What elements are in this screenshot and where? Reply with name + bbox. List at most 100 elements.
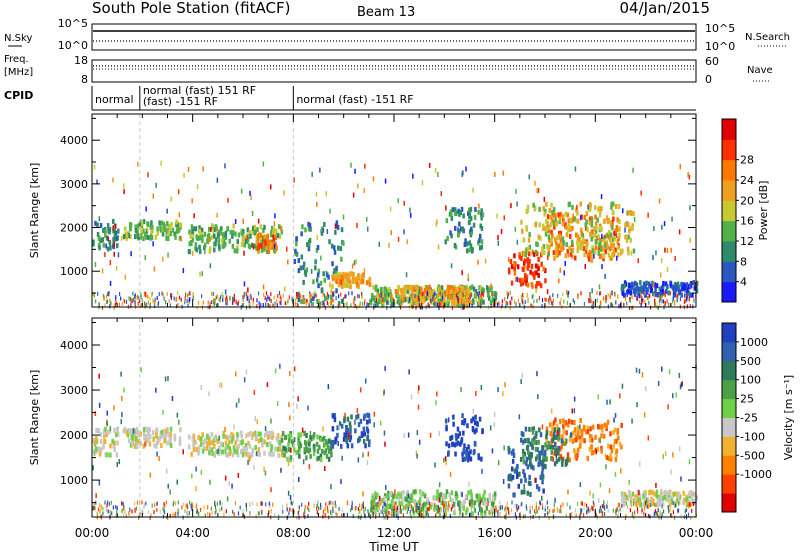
echo-cell (155, 432, 158, 438)
echo-cell (567, 252, 569, 258)
echo-cell (135, 444, 139, 449)
echo-cell (600, 194, 603, 200)
echo-cell (580, 244, 584, 250)
echo-cell (212, 228, 214, 234)
echo-cell (529, 441, 532, 447)
echo-cell (269, 245, 272, 250)
echo-cell (462, 502, 465, 508)
echo-cell (364, 513, 366, 518)
echo-cell (524, 300, 526, 305)
echo-cell (611, 253, 614, 258)
echo-cell (609, 399, 611, 405)
echo-cell (575, 232, 578, 238)
echo-cell (573, 300, 576, 305)
echo-cell (541, 503, 543, 508)
echo-cell (100, 504, 103, 510)
echo-cell (678, 499, 681, 505)
echo-cell (588, 446, 592, 452)
echo-cell (200, 231, 203, 237)
nsearch-tick-top: 10^5 (705, 22, 735, 35)
echo-cell (123, 189, 125, 195)
echo-cell (529, 505, 531, 510)
echo-cell (119, 292, 121, 296)
echo-cell (189, 500, 191, 505)
echo-cell (579, 227, 583, 233)
echo-cell (472, 408, 474, 414)
echo-cell (358, 510, 360, 515)
echo-cell (499, 500, 501, 505)
echo-cell (520, 294, 522, 299)
echo-cell (400, 500, 404, 506)
echo-cell (429, 504, 433, 510)
echo-cell (267, 249, 271, 255)
echo-cell (385, 502, 387, 507)
echo-cell (512, 448, 515, 454)
echo-cell (679, 297, 681, 302)
echo-cell (532, 251, 536, 257)
echo-cell (372, 284, 375, 290)
echo-cell (450, 292, 452, 297)
echo-cell (454, 509, 456, 514)
echo-cell (224, 475, 227, 481)
echo-cell (519, 456, 523, 462)
echo-cell (173, 500, 175, 505)
echo-cell (92, 506, 94, 511)
echo-cell (356, 413, 360, 419)
echo-cell (470, 229, 474, 235)
echo-cell (397, 510, 399, 515)
echo-cell (571, 247, 575, 253)
echo-cell (615, 300, 617, 305)
echo-cell (584, 249, 588, 255)
echo-cell (161, 432, 164, 438)
echo-cell (237, 302, 239, 306)
echo-cell (130, 428, 133, 434)
echo-cell (695, 280, 699, 286)
echo-cell (655, 283, 659, 289)
echo-cell (458, 299, 462, 305)
echo-cell (96, 511, 98, 516)
echo-cell (382, 507, 384, 512)
echo-cell (553, 427, 557, 433)
echo-cell (482, 500, 484, 505)
echo-cell (214, 237, 218, 243)
echo-cell (480, 299, 482, 304)
echo-cell (526, 257, 529, 263)
echo-cell (309, 293, 311, 298)
freq-tick-bottom: 8 (81, 73, 88, 86)
echo-cell (390, 230, 393, 236)
echo-cell (248, 303, 250, 308)
echo-cell (99, 431, 103, 437)
echo-cell (594, 205, 597, 211)
echo-cell (326, 295, 329, 301)
echo-cell (336, 224, 340, 230)
echo-cell (625, 501, 627, 506)
echo-cell (685, 282, 688, 288)
echo-cell (337, 245, 340, 251)
echo-cell (218, 445, 221, 451)
echo-cell (103, 433, 106, 439)
echo-cell (364, 163, 366, 169)
echo-cell (686, 503, 688, 508)
echo-cell (604, 506, 606, 511)
echo-cell (194, 242, 198, 248)
echo-cell (438, 497, 441, 503)
echo-cell (169, 231, 173, 237)
echo-cell (624, 296, 627, 301)
echo-cell (623, 496, 626, 502)
echo-cell (606, 419, 610, 425)
echo-cell (350, 271, 353, 277)
echo-cell (384, 288, 388, 294)
echo-cell (376, 288, 379, 294)
echo-cell (299, 432, 303, 438)
echo-cell (136, 230, 139, 236)
echo-cell (121, 396, 123, 401)
echo-cell (231, 233, 234, 239)
echo-cell (470, 498, 473, 504)
echo-cell (124, 226, 127, 232)
echo-cell (277, 294, 279, 298)
echo-cell (179, 427, 182, 433)
echo-cell (661, 288, 664, 294)
nsky-label: N.Sky (4, 33, 32, 44)
echo-cell (295, 236, 298, 242)
echo-cell (460, 305, 462, 310)
